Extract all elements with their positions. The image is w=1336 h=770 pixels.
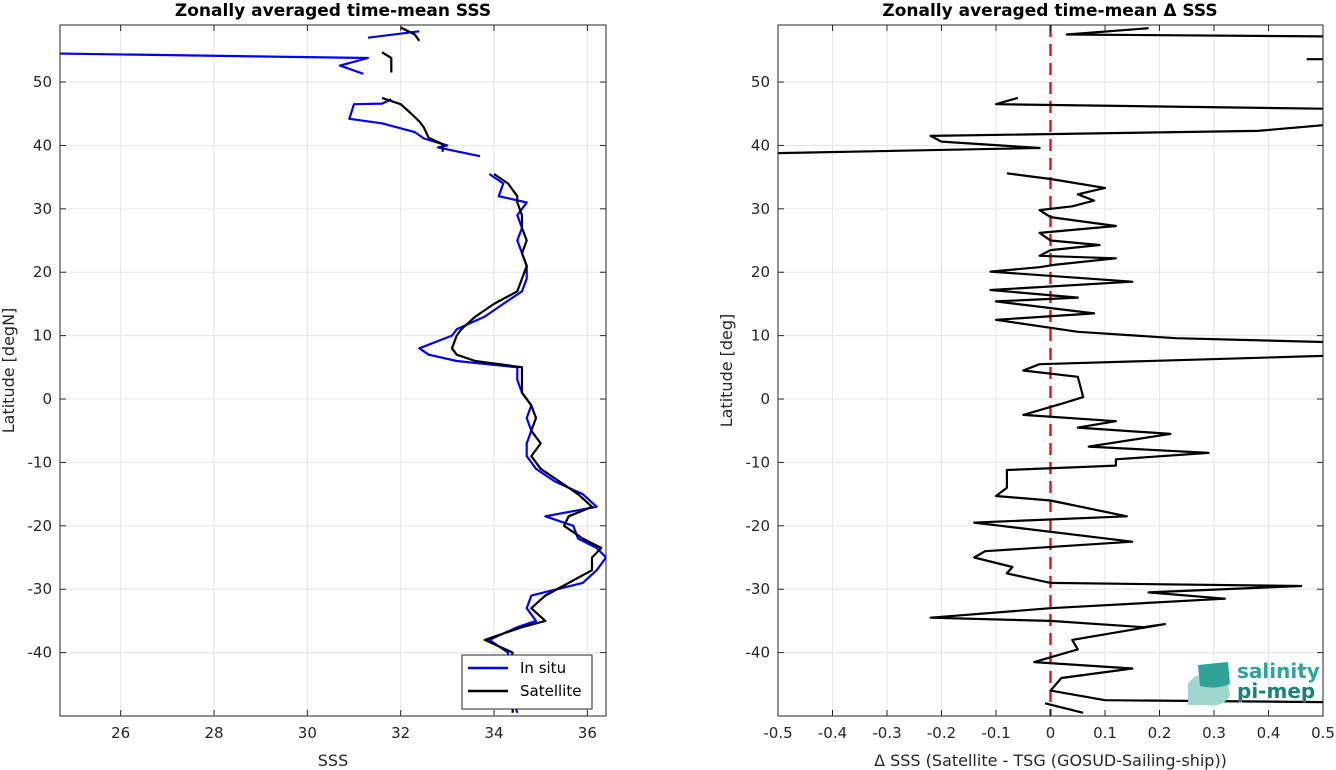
series-line-delta-sss <box>929 354 1323 704</box>
chart-legend: In situ Satellite <box>461 654 593 710</box>
x-axis-label: SSS <box>318 751 348 770</box>
logo-text-salinity: salinity <box>1237 659 1320 683</box>
x-tick-label: -0.5 <box>763 724 792 742</box>
series-line-delta-sss <box>1044 702 1084 714</box>
plot-lines <box>778 25 1323 716</box>
x-tick-label: -0.2 <box>927 724 956 742</box>
legend-in-situ-label: In situ <box>520 659 566 677</box>
y-tick-label: -10 <box>746 453 771 471</box>
plot-area <box>60 25 606 716</box>
x-tick-label: 30 <box>298 724 317 742</box>
x-tick-label: -0.4 <box>818 724 847 742</box>
y-tick-label: 0 <box>760 390 770 408</box>
x-tick-label: -0.1 <box>981 724 1010 742</box>
y-tick-label: 30 <box>33 200 52 218</box>
salinity-pi-mep-logo: salinity pi-mep <box>1188 659 1320 706</box>
series-line-satellite <box>400 26 421 42</box>
y-axis-label: Latitude [deg] <box>717 314 736 428</box>
chart-title: Zonally averaged time-mean SSS <box>175 1 491 21</box>
series-line-delta-sss <box>989 172 1323 344</box>
legend-satellite-label: Satellite <box>520 682 581 700</box>
x-tick-label: 0.5 <box>1311 724 1335 742</box>
x-axis-label: Δ SSS (Satellite - TSG (GOSUD-Sailing-sh… <box>874 751 1227 770</box>
y-tick-label: -40 <box>746 644 771 662</box>
y-tick-label: -20 <box>746 517 771 535</box>
x-tick-label: 34 <box>484 724 503 742</box>
y-tick-label: 40 <box>751 136 770 154</box>
logo-flag-icon <box>1198 662 1230 688</box>
y-tick-label: -30 <box>746 580 771 598</box>
x-tick-label: 36 <box>578 724 597 742</box>
y-tick-label: 50 <box>751 73 770 91</box>
y-tick-label: 10 <box>33 327 52 345</box>
delta-sss-panel: -0.5 -0.4 -0.3 -0.2 -0.1 0 0.1 0.2 0.3 0.4 0.5 -40 -… <box>717 1 1335 770</box>
y-axis-label: Latitude [degN] <box>0 308 18 434</box>
x-tick-label: 0.1 <box>1093 724 1117 742</box>
y-tick-label: 0 <box>42 390 52 408</box>
y-tick-label: -30 <box>28 580 53 598</box>
plot-lines <box>60 26 606 714</box>
logo-text-pi-mep: pi-mep <box>1237 679 1315 703</box>
sss-panel: 26 28 30 32 34 36 -40 -30 -20 -10 0 10 20 30 40 50 Zonal… <box>0 1 607 770</box>
x-tick-label: 0.3 <box>1202 724 1226 742</box>
series-line-satellite <box>381 51 393 73</box>
x-tick-label: 26 <box>111 724 130 742</box>
plot-frame <box>59 24 607 717</box>
x-tick-label: -0.3 <box>872 724 901 742</box>
series-line-delta-sss <box>778 124 1323 155</box>
series-line-satellite <box>381 96 444 152</box>
y-tick-label: -10 <box>28 453 53 471</box>
y-tick-label: 10 <box>751 327 770 345</box>
y-tick-label: 20 <box>33 263 52 281</box>
y-tick-label: -20 <box>28 517 53 535</box>
series-line-delta-sss <box>1065 27 1323 38</box>
y-tick-label: -40 <box>28 644 53 662</box>
series-line-delta-sss <box>994 96 1323 110</box>
y-tick-label: 20 <box>751 263 770 281</box>
x-tick-label: 32 <box>391 724 410 742</box>
series-line-in-situ <box>60 52 370 75</box>
y-tick-label: 50 <box>33 73 52 91</box>
y-tick-label: 30 <box>751 200 770 218</box>
series-line-satellite <box>450 173 603 713</box>
x-tick-label: 0.2 <box>1148 724 1172 742</box>
x-tick-label: 0.4 <box>1257 724 1281 742</box>
chart-title: Zonally averaged time-mean Δ SSS <box>882 1 1217 21</box>
y-tick-label: 40 <box>33 136 52 154</box>
x-tick-label: 0 <box>1046 724 1056 742</box>
x-tick-label: 28 <box>204 724 223 742</box>
